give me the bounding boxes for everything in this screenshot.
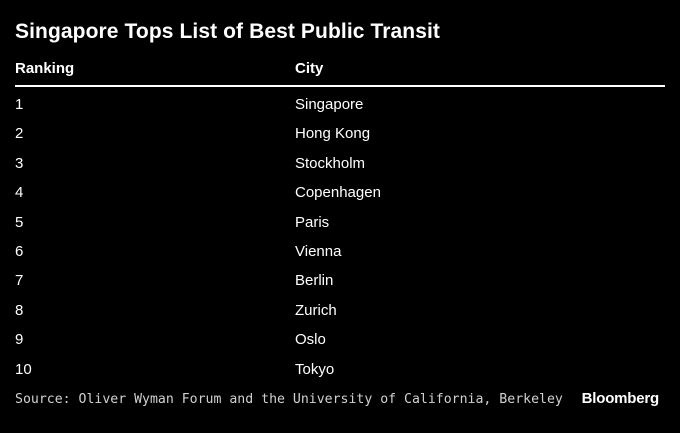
city-cell: Tokyo [295, 360, 335, 378]
rank-cell: 2 [15, 125, 24, 143]
rank-cell: 5 [15, 213, 24, 231]
city-cell: Hong Kong [295, 125, 371, 143]
rank-cell: 4 [15, 184, 24, 202]
city-cell: Vienna [295, 242, 342, 260]
rank-cell: 3 [15, 154, 24, 172]
bloomberg-logo: Bloomberg [581, 390, 660, 407]
table-row: 6 Vienna [15, 238, 665, 267]
source-note: Source: Oliver Wyman Forum and the Unive… [15, 392, 563, 407]
table-row: 7 Berlin [15, 267, 665, 296]
table-row: 9 Oslo [15, 326, 665, 355]
column-header-city: City [295, 60, 324, 77]
column-header-ranking: Ranking [15, 60, 75, 77]
table-row: 8 Zurich [15, 297, 665, 326]
table-row: 5 Paris [15, 209, 665, 238]
city-cell: Oslo [295, 331, 326, 349]
ranking-table: Ranking City 1 Singapore 2 Hong Kong 3 Stockh… [15, 57, 665, 385]
table-header: Ranking City [15, 57, 665, 87]
city-cell: Copenhagen [295, 184, 381, 202]
rank-cell: 1 [15, 96, 24, 113]
table-row: 3 Stockholm [15, 150, 665, 179]
chart-title: Singapore Tops List of Best Public Trans… [15, 20, 441, 43]
rank-cell: 9 [15, 331, 24, 349]
city-cell: Berlin [295, 272, 334, 290]
table-body: 1 Singapore 2 Hong Kong 3 Stockholm 4 Copenhage… [15, 91, 665, 385]
table-row: 1 Singapore [15, 91, 665, 120]
city-cell: Stockholm [295, 154, 366, 172]
city-cell: Zurich [295, 301, 337, 319]
rank-cell: 6 [15, 242, 24, 260]
city-cell: Paris [295, 213, 330, 231]
city-cell: Singapore [295, 96, 364, 113]
rank-cell: 10 [15, 360, 32, 378]
rank-cell: 8 [15, 301, 24, 319]
table-row: 4 Copenhagen [15, 179, 665, 208]
table-row: 2 Hong Kong [15, 120, 665, 149]
table-row: 10 Tokyo [15, 356, 665, 385]
rank-cell: 7 [15, 272, 24, 290]
